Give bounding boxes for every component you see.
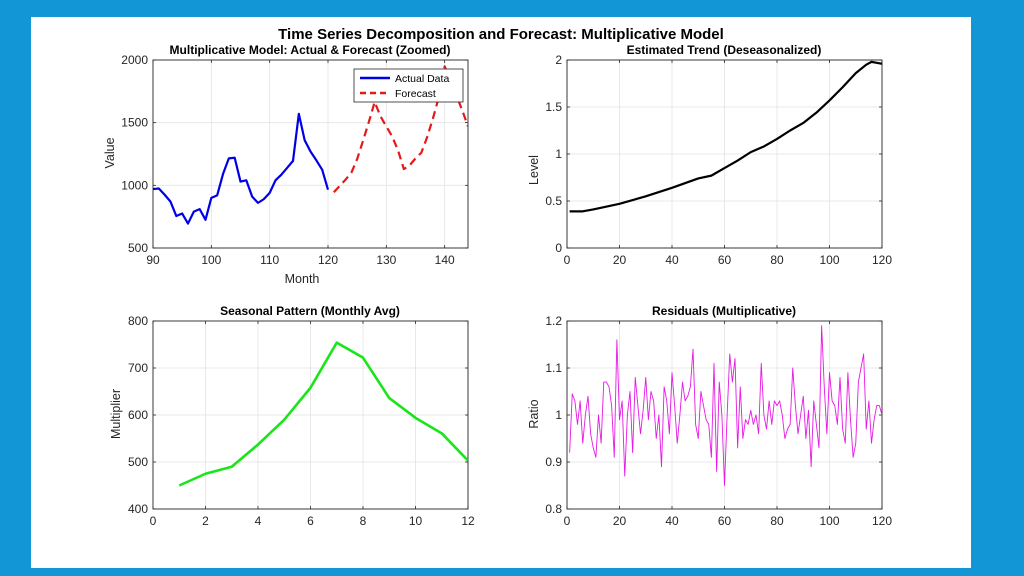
y-tick-label: 500 (128, 455, 148, 469)
y-tick-label: 2 (555, 53, 562, 67)
panel-title-residuals: Residuals (Multiplicative) (652, 304, 796, 318)
y-tick-label: 800 (128, 314, 148, 328)
y-tick-label: 1.5 (545, 100, 562, 114)
x-tick-label: 12 (461, 514, 475, 528)
x-tick-label: 60 (718, 253, 732, 267)
x-tick-label: 120 (872, 253, 892, 267)
xlabel-actual-forecast: Month (285, 272, 320, 286)
series-line-actual-data (153, 112, 330, 225)
x-tick-label: 10 (409, 514, 423, 528)
panel-actual-forecast: Multiplicative Model: Actual & Forecast … (103, 43, 469, 286)
panel-title-trend: Estimated Trend (Deseasonalized) (627, 43, 822, 57)
y-tick-label: 2000 (121, 53, 148, 67)
x-tick-label: 140 (435, 253, 455, 267)
series-line-residuals (569, 325, 882, 486)
figure-title: Time Series Decomposition and Forecast: … (278, 26, 724, 43)
plot-area-seasonal: 0 2 4 6 8 10 12 400 500 600 700 800 (128, 314, 475, 528)
y-tick-label: 1 (555, 408, 562, 422)
x-tick-label: 8 (360, 514, 367, 528)
y-tick-label: 1000 (121, 178, 148, 192)
ylabel-seasonal: Multiplier (109, 389, 123, 439)
legend-box (353, 68, 464, 103)
y-tick-label: 1.2 (545, 314, 562, 328)
y-tick-label: 0.9 (545, 455, 562, 469)
panel-title-actual-forecast: Multiplicative Model: Actual & Forecast … (170, 43, 451, 57)
x-tick-label: 110 (260, 253, 279, 267)
x-tick-label: 80 (770, 514, 784, 528)
x-tick-label: 0 (150, 514, 157, 528)
ylabel-trend: Level (527, 155, 541, 185)
panel-residuals: Residuals (Multiplicative) Ratio 0 20 40 60… (527, 304, 892, 528)
x-tick-label: 100 (819, 514, 839, 528)
x-tick-label: 90 (146, 253, 160, 267)
x-tick-label: 6 (307, 514, 314, 528)
x-tick-label: 0 (564, 253, 571, 267)
plot-area-residuals: 0 20 40 60 80 100 120 0.8 0.9 1 1.1 1.2 (545, 314, 892, 528)
y-tick-label: 1500 (121, 116, 148, 130)
y-tick-label: 0.8 (545, 502, 562, 516)
ylabel-residuals: Ratio (527, 399, 541, 428)
x-tick-label: 0 (564, 514, 571, 528)
x-tick-label: 80 (770, 253, 784, 267)
x-tick-label: 130 (376, 253, 396, 267)
y-tick-label: 0.5 (545, 194, 562, 208)
axes-box (152, 59, 469, 249)
x-tick-label: 40 (665, 514, 679, 528)
series-line-seasonal (178, 341, 468, 487)
y-tick-label: 1 (555, 147, 562, 161)
panel-title-seasonal: Seasonal Pattern (Monthly Avg) (220, 304, 400, 318)
legend-label-forecast: Forecast (395, 88, 436, 100)
x-tick-label: 20 (613, 514, 627, 528)
y-tick-label: 600 (128, 408, 148, 422)
legend-label-actual: Actual Data (395, 73, 449, 85)
y-tick-label: 700 (128, 361, 148, 375)
y-tick-label: 0 (555, 241, 562, 255)
x-tick-label: 100 (201, 253, 221, 267)
x-tick-label: 120 (318, 253, 338, 267)
x-tick-label: 100 (819, 253, 839, 267)
y-tick-label: 1.1 (545, 361, 562, 375)
x-tick-label: 120 (872, 514, 892, 528)
plot-area-trend: 0 20 40 60 80 100 120 0 0.5 1 1.5 2 (545, 53, 892, 267)
figure-canvas: Time Series Decomposition and Forecast: … (31, 17, 971, 568)
x-tick-label: 40 (665, 253, 679, 267)
x-tick-label: 20 (613, 253, 627, 267)
x-tick-label: 4 (255, 514, 262, 528)
x-tick-label: 60 (718, 514, 732, 528)
series-line-trend (569, 60, 882, 213)
panel-trend: Estimated Trend (Deseasonalized) Level 0… (527, 43, 892, 267)
legend: Actual Data Forecast (353, 68, 464, 103)
ylabel-actual-forecast: Value (103, 137, 117, 168)
x-tick-label: 2 (202, 514, 209, 528)
y-tick-label: 400 (128, 502, 148, 516)
y-tick-label: 500 (128, 241, 148, 255)
panel-seasonal: Seasonal Pattern (Monthly Avg) Multiplie… (109, 304, 475, 528)
